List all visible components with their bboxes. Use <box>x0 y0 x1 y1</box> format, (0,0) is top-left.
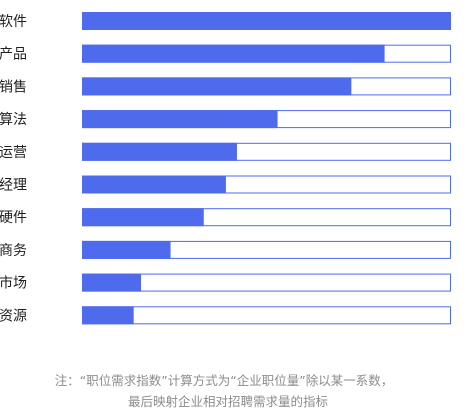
bar <box>82 77 352 96</box>
category-label: 人力资源 <box>0 308 27 324</box>
category-label: 软件 <box>0 14 27 30</box>
bar <box>82 142 237 161</box>
footnote-line-2: 最后映射企业相对招聘需求量的指标 <box>127 394 328 409</box>
category-label: 项目经理 <box>0 178 27 194</box>
bars-layer <box>82 12 451 325</box>
category-label: 销售 <box>0 79 27 95</box>
category-label: 算法 <box>0 112 27 128</box>
category-label: 硬件 <box>0 210 27 226</box>
category-label: 产品 <box>0 47 27 63</box>
category-label: 商务 <box>0 243 27 259</box>
category-label: 市场 <box>0 275 27 292</box>
bar <box>82 306 134 325</box>
bar-track <box>82 306 451 325</box>
bar <box>82 273 142 292</box>
bar <box>82 240 171 259</box>
bar <box>82 208 204 227</box>
category-label: 运营 <box>0 145 27 161</box>
bar-chart: 软件产品销售算法运营项目经理硬件商务市场人力资源 <box>0 12 451 325</box>
bar <box>82 110 278 129</box>
bar <box>82 175 226 194</box>
bar <box>82 44 385 63</box>
bar <box>82 12 451 30</box>
footnote-line-1: 注：“职位需求指数”计算方式为“企业职位量”除以某一系数， <box>54 373 394 388</box>
category-labels: 软件产品销售算法运营项目经理硬件商务市场人力资源 <box>0 14 27 324</box>
